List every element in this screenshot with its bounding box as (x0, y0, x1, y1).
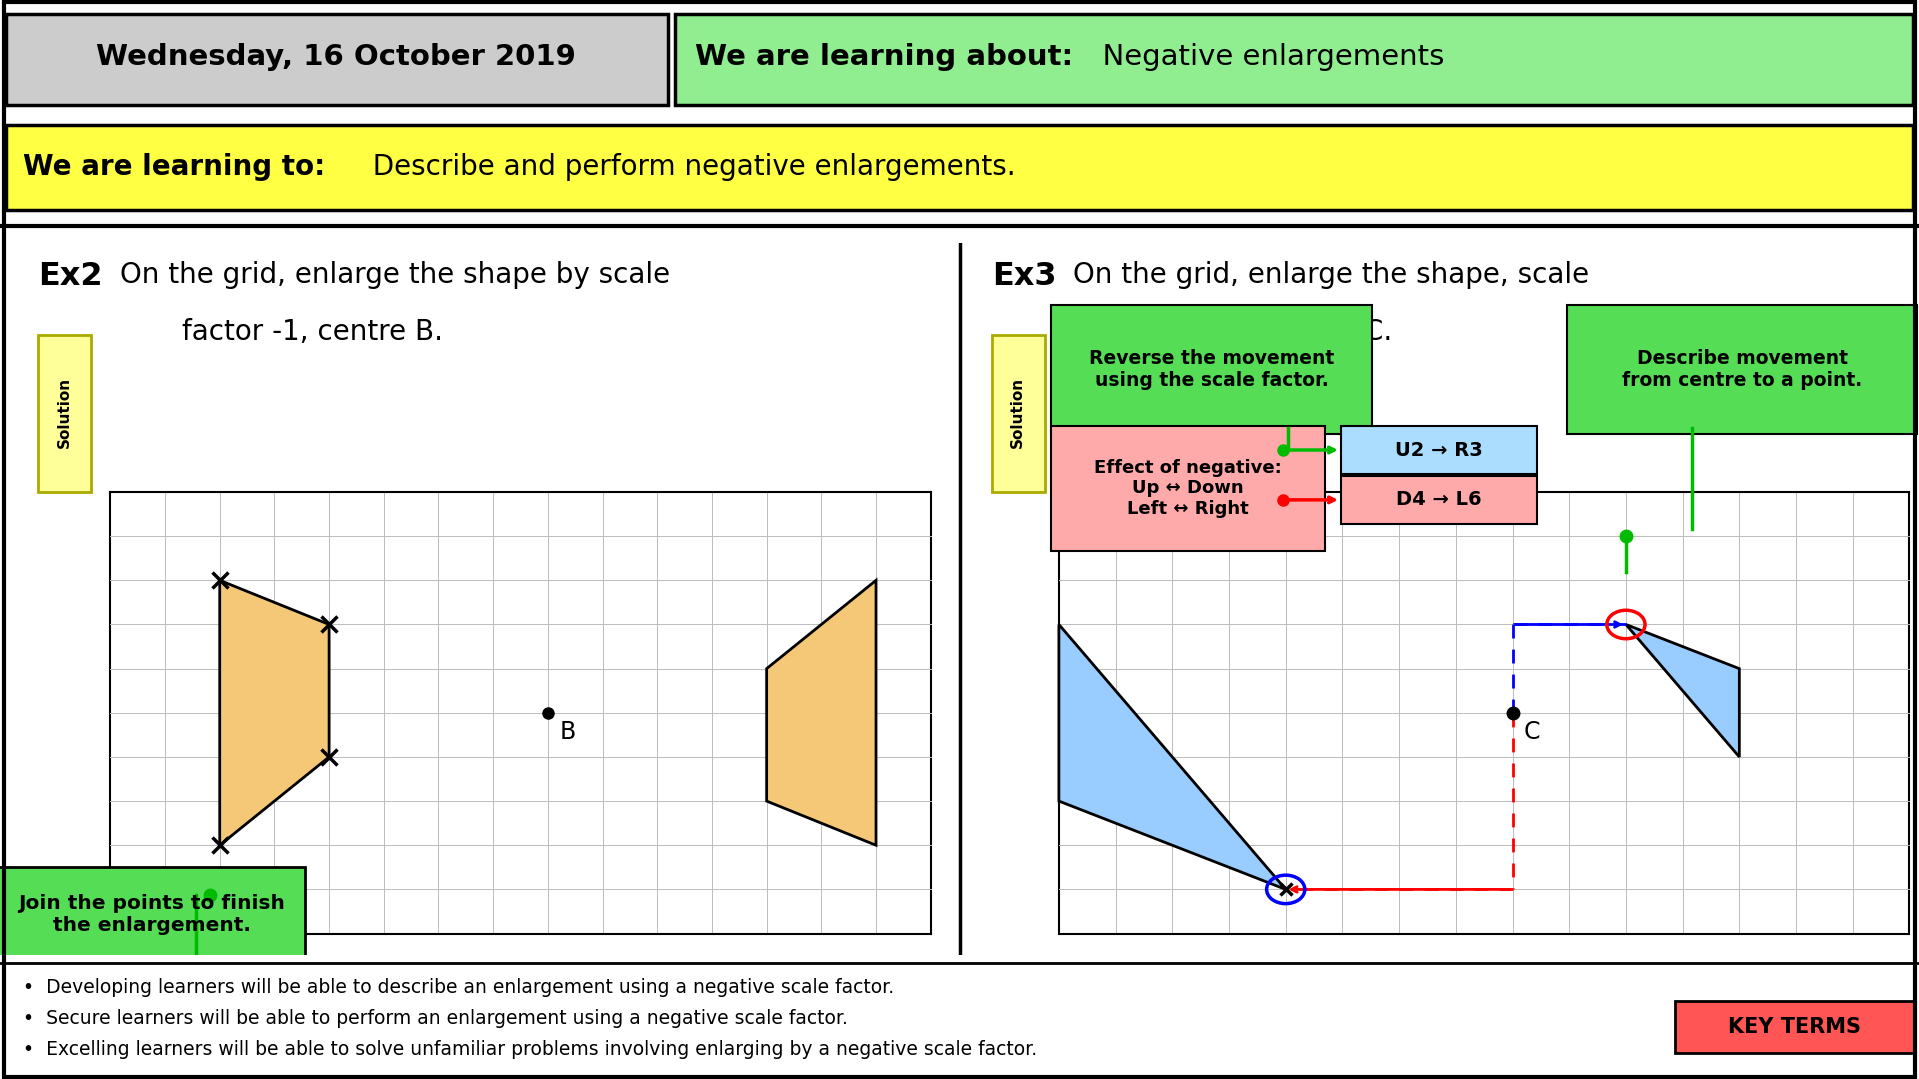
Text: Ex2: Ex2 (38, 260, 104, 291)
FancyBboxPatch shape (1341, 426, 1537, 475)
FancyBboxPatch shape (6, 14, 668, 105)
Text: We are learning about:: We are learning about: (695, 43, 1073, 71)
Polygon shape (768, 581, 875, 845)
FancyBboxPatch shape (1341, 476, 1537, 524)
Text: Solution: Solution (1009, 377, 1025, 448)
Polygon shape (219, 581, 330, 845)
FancyBboxPatch shape (1675, 1001, 1915, 1053)
Text: Describe movement
from centre to a point.: Describe movement from centre to a point… (1622, 349, 1861, 390)
FancyBboxPatch shape (1568, 304, 1917, 434)
Text: Describe and perform negative enlargements.: Describe and perform negative enlargemen… (355, 153, 1015, 181)
Text: C: C (1524, 720, 1541, 743)
Text: We are learning about:  Negative enlargements: We are learning about: Negative enlargem… (695, 43, 1387, 71)
Text: factor -1, centre B.: factor -1, centre B. (182, 317, 443, 345)
Text: factor -2, centre C.: factor -2, centre C. (1130, 317, 1391, 345)
Text: Reverse the movement
using the scale factor.: Reverse the movement using the scale fac… (1090, 349, 1334, 390)
FancyBboxPatch shape (1052, 304, 1372, 434)
Text: •  Secure learners will be able to perform an enlargement using a negative scale: • Secure learners will be able to perfor… (23, 1009, 848, 1028)
Text: KEY TERMS: KEY TERMS (1727, 1017, 1861, 1037)
Text: Negative enlargements: Negative enlargements (1084, 43, 1445, 71)
Text: Effect of negative:
Up ↔ Down
Left ↔ Right: Effect of negative: Up ↔ Down Left ↔ Rig… (1094, 459, 1282, 518)
FancyBboxPatch shape (38, 336, 92, 492)
FancyBboxPatch shape (6, 124, 1913, 210)
Text: On the grid, enlarge the shape by scale: On the grid, enlarge the shape by scale (119, 260, 670, 288)
Text: Join the points to finish
the enlargement.: Join the points to finish the enlargemen… (17, 893, 286, 934)
Text: We are learning to:: We are learning to: (23, 153, 326, 181)
FancyBboxPatch shape (0, 868, 305, 960)
Text: D4 → L6: D4 → L6 (1395, 490, 1481, 509)
FancyBboxPatch shape (992, 336, 1044, 492)
Text: U2 → R3: U2 → R3 (1395, 440, 1483, 460)
FancyBboxPatch shape (1052, 426, 1324, 551)
Polygon shape (1625, 625, 1739, 757)
Text: •  Excelling learners will be able to solve unfamiliar problems involving enlarg: • Excelling learners will be able to sol… (23, 1040, 1036, 1060)
Polygon shape (1059, 625, 1286, 889)
Text: •  Developing learners will be able to describe an enlargement using a negative : • Developing learners will be able to de… (23, 978, 894, 997)
Text: Wednesday, 16 October 2019: Wednesday, 16 October 2019 (96, 43, 576, 71)
Text: Ex3: Ex3 (992, 260, 1057, 291)
Text: On the grid, enlarge the shape, scale: On the grid, enlarge the shape, scale (1073, 260, 1589, 288)
FancyBboxPatch shape (675, 14, 1913, 105)
Text: B: B (560, 720, 576, 743)
Text: Solution: Solution (58, 377, 71, 448)
